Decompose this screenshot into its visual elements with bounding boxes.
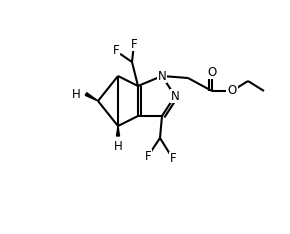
Text: H: H (72, 88, 80, 100)
Text: F: F (113, 44, 119, 58)
Text: N: N (158, 69, 166, 83)
Polygon shape (117, 126, 119, 136)
Text: F: F (145, 150, 151, 162)
Text: H: H (114, 139, 122, 153)
Text: O: O (227, 84, 237, 98)
Text: N: N (171, 89, 180, 102)
Text: O: O (207, 66, 217, 78)
Text: F: F (131, 37, 137, 51)
Text: F: F (170, 153, 176, 165)
Polygon shape (85, 93, 98, 101)
